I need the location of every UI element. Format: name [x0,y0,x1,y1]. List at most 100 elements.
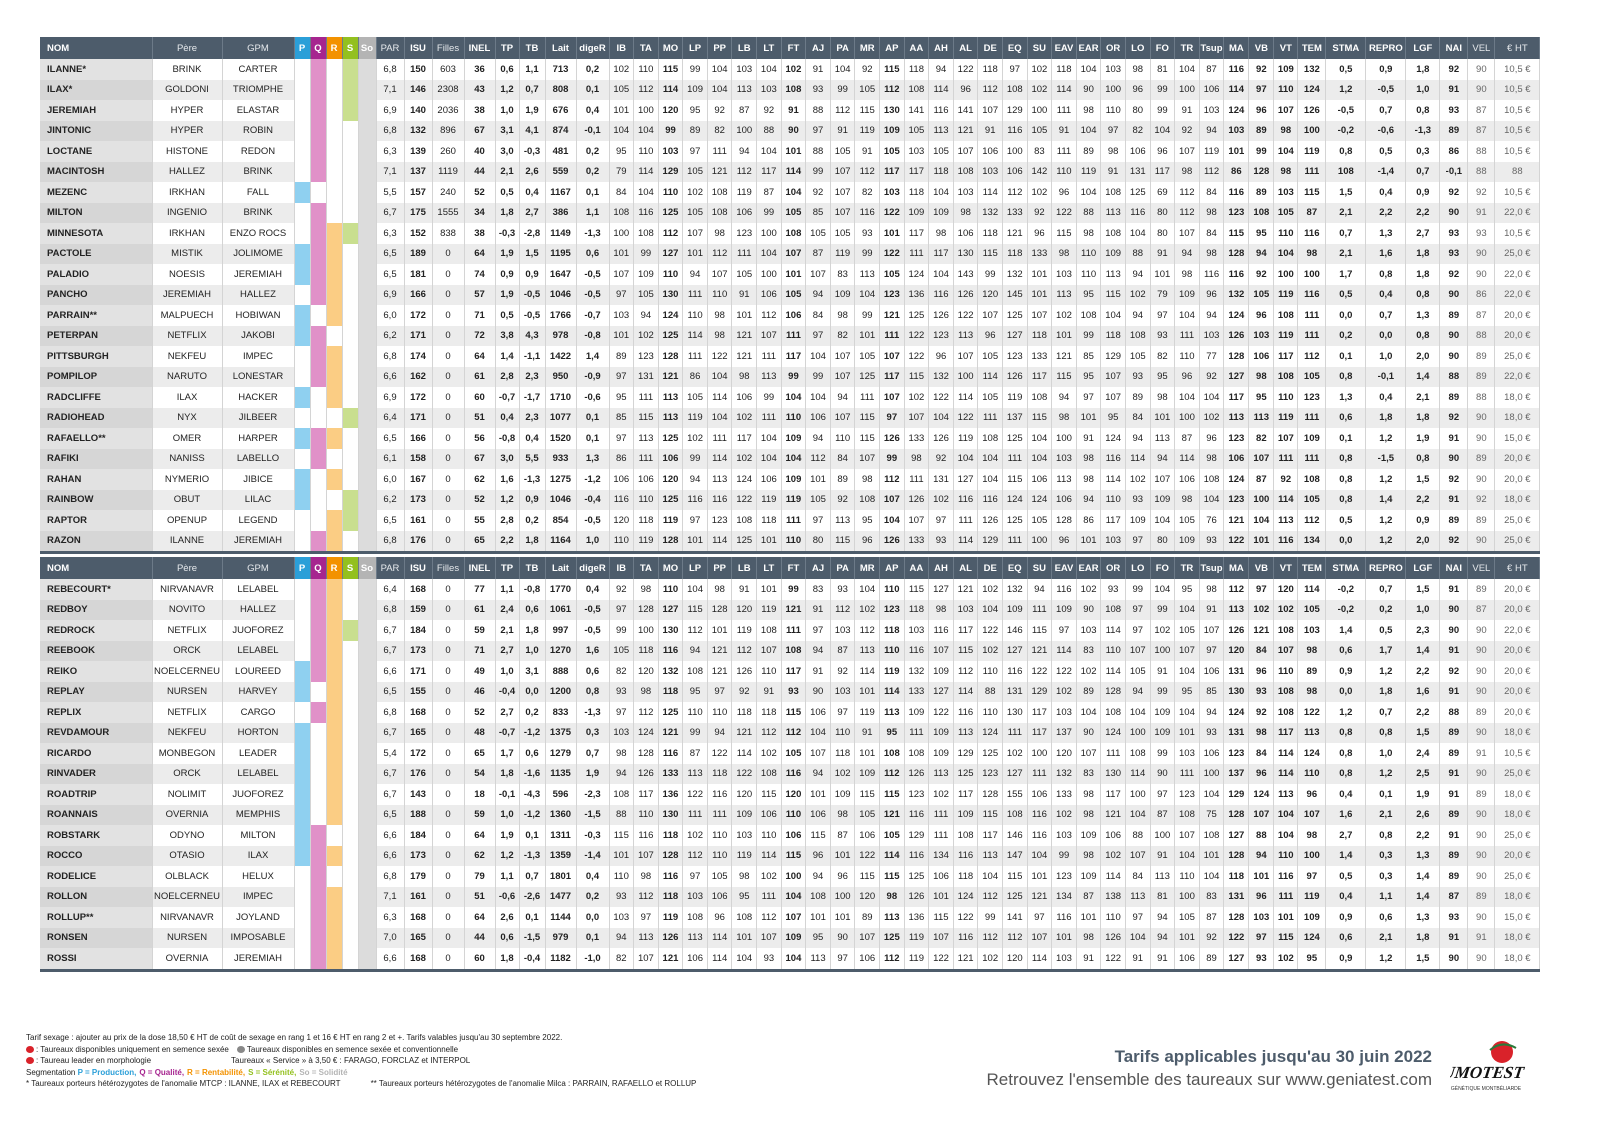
segment-cell [326,305,343,326]
cell: 118 [731,702,758,723]
cell: 0,1 [519,825,546,846]
cell: 97 [1100,120,1126,141]
cell: 240 [432,182,465,203]
cell: MACINTOSH [40,161,153,182]
header-cell: Q [310,37,327,59]
cell: 0,5 [1325,510,1367,531]
cell: 116 [658,866,684,887]
cell: 87 [731,100,758,121]
cell: 20,0 € [1494,702,1541,723]
cell: 128 [658,530,684,554]
cell: 1275 [545,469,577,490]
header-cell: EAR [1076,37,1102,59]
cell: 116 [707,784,733,805]
cell: 99 [854,305,881,326]
cell: 108 [1273,620,1299,641]
segment-cell [342,120,359,141]
cell: 3,0 [495,448,520,469]
cell: 98 [1273,120,1299,141]
bull-row: ILANNE* BRINK CARTER 6,8 150 603 36 0,6 1,1 713 0,… [40,59,1541,80]
cell: 0,1 [519,907,546,928]
cell: 2,4 [1405,743,1441,764]
bull-row: REPLIX NETFLIX CARGO 6,8 168 0 52 2,7 0,2 833 -1,3… [40,702,1541,723]
cell: 108 [1199,825,1225,846]
cell: IMPEC [222,346,295,367]
cell: 90 [1076,79,1102,100]
cell: 6,4 [376,579,405,600]
cell: 116 [1297,223,1327,244]
cell: 110 [756,825,782,846]
cell: 84 [1125,866,1151,887]
cell: 6,3 [376,907,405,928]
cell: 1,8 [1405,264,1441,285]
cell: 103 [1051,702,1077,723]
cell: 48 [464,722,496,743]
cell: 102 [1027,79,1053,100]
segment-cell [294,804,311,825]
cell: MISTIK [152,243,223,264]
cell: 105 [1297,366,1327,387]
cell: 0,9 [519,489,546,510]
cell: 112 [805,448,831,469]
cell: 25,0 € [1494,510,1541,531]
cell: 107 [756,325,782,346]
cell: 0,6 [495,927,520,948]
cell: 175 [404,202,433,223]
cell: 1,2 [1325,702,1367,723]
cell: 121 [731,346,758,367]
cell: 111 [707,428,733,449]
cell: 1,9 [495,825,520,846]
cell: 159 [404,599,433,620]
cell: 116 [928,100,954,121]
segment-cell [294,886,311,907]
cell: 90 [1467,661,1496,682]
segment-cell [326,407,343,428]
cell: 110 [609,530,635,554]
cell: 172 [404,387,433,408]
cell: 94 [805,640,831,661]
cell: NOESIS [152,264,223,285]
cell: 1,1 [495,866,520,887]
cell: 98 [1076,223,1102,244]
cell: 114 [633,161,659,182]
segment-cell [342,510,359,531]
cell: 5,5 [519,448,546,469]
cell: 52 [464,489,496,510]
header-cell: TR [1174,37,1200,59]
cell: 97 [1125,620,1151,641]
cell: 93 [781,681,807,702]
cell: 1,9 [1405,428,1441,449]
cell: 113 [854,264,881,285]
bull-row: PITTSBURGH NEKFEU IMPEC 6,8 174 0 64 1,4 -1,1 142… [40,346,1541,367]
cell: 0,8 [1365,825,1407,846]
cell: 127 [1223,948,1250,972]
cell: 94 [805,428,831,449]
cell: 86 [1076,510,1102,531]
cell: 124 [1100,428,1126,449]
segment-cell [310,448,327,469]
bull-row: RAHAN NYMERIO JIBICE 6,0 167 0 62 1,6 -1,3 1275 -1… [40,469,1541,490]
cell: 71 [464,305,496,326]
segment-cell [358,948,377,972]
cell: 110 [658,264,684,285]
cell: 91 [1467,927,1496,948]
cell: 91 [805,59,831,80]
cell: 2,3 [519,407,546,428]
cell: 112 [756,907,782,928]
cell: 1,6 [576,640,610,661]
cell: 105 [781,284,807,305]
cell: 0 [432,407,465,428]
cell: 0,9 [1325,661,1367,682]
segment-cell [310,579,327,600]
cell: 89 [1467,448,1496,469]
cell: 896 [432,120,465,141]
cell: 102 [1002,743,1028,764]
cell: 1801 [545,866,577,887]
cell: 87 [1199,59,1225,80]
cell: 110 [707,825,733,846]
header-cell: INEL [464,557,496,579]
cell: NOELCERNEU [152,886,223,907]
header-cell: PA [830,37,856,59]
cell: 18,0 € [1494,722,1541,743]
cell: 171 [404,325,433,346]
